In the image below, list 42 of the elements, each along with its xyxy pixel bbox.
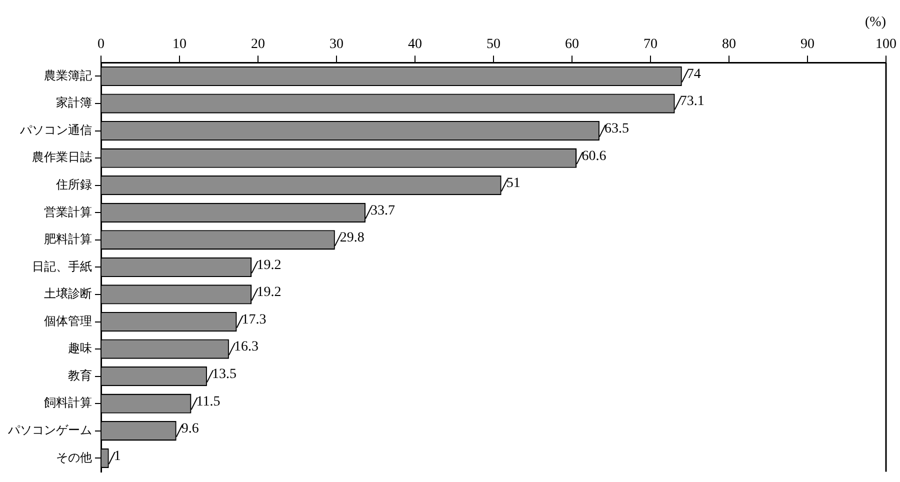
data-label: 9.6 [181, 422, 199, 437]
data-label: 51 [506, 176, 520, 192]
x-tick-label: 60 [565, 36, 579, 52]
y-tick-label: 農作業日誌 [32, 150, 92, 164]
x-tick-label: 100 [876, 36, 896, 52]
y-tick-label: 肥料計算 [44, 232, 92, 246]
y-tick-label: 飼料計算 [44, 396, 92, 410]
y-tick-label: 個体管理 [44, 314, 92, 328]
y-tick-label: パソコン通信 [19, 122, 92, 137]
y-tick-label: 趣味 [68, 341, 92, 356]
y-tick-label: 住所録 [55, 177, 92, 192]
data-label: 17.3 [242, 312, 266, 328]
data-label: 63.5 [604, 121, 629, 136]
y-tick-label: 日記、手紙 [32, 259, 92, 274]
data-label: 33.7 [370, 203, 396, 218]
data-label: 74 [686, 66, 701, 82]
data-label: 1 [114, 448, 121, 464]
y-tick-label: 教育 [68, 368, 92, 382]
x-tick-label: 30 [330, 36, 344, 52]
y-tick-label: 営業計算 [44, 204, 92, 219]
data-label: 73.1 [680, 94, 704, 110]
x-tick-label: 20 [251, 36, 265, 52]
data-label: 60.6 [582, 148, 606, 164]
x-tick-label: 10 [172, 36, 186, 52]
data-label: 16.3 [234, 340, 258, 355]
y-tick-label: 農業簿記 [44, 68, 92, 82]
data-label: 29.8 [340, 230, 364, 246]
data-label: 11.5 [196, 394, 220, 410]
y-tick-label: その他 [56, 450, 92, 464]
y-tick-label: 土壌診断 [44, 286, 92, 301]
x-tick-label: 50 [486, 36, 500, 52]
x-axis-title: (%) [865, 15, 886, 30]
x-tick-label: 0 [98, 36, 104, 52]
data-label: 13.5 [212, 366, 236, 382]
x-tick-label: 90 [800, 36, 814, 52]
data-label: 19.2 [256, 285, 282, 300]
x-tick-label: 70 [644, 36, 658, 52]
y-tick-label: 家計簿 [56, 96, 92, 110]
x-tick-label: 40 [408, 36, 422, 52]
y-tick-label: パソコンゲーム [7, 423, 92, 438]
data-label: 19.2 [256, 258, 282, 273]
x-tick-label: 80 [722, 36, 736, 52]
